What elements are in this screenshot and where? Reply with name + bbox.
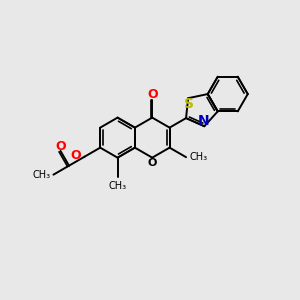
Text: O: O	[55, 140, 66, 153]
Text: N: N	[198, 114, 209, 128]
Text: O: O	[148, 88, 158, 101]
Text: O: O	[70, 149, 81, 162]
Text: CH₃: CH₃	[189, 152, 207, 162]
Text: O: O	[148, 158, 157, 168]
Text: CH₃: CH₃	[33, 170, 51, 180]
Text: S: S	[184, 97, 194, 111]
Text: CH₃: CH₃	[109, 181, 127, 191]
